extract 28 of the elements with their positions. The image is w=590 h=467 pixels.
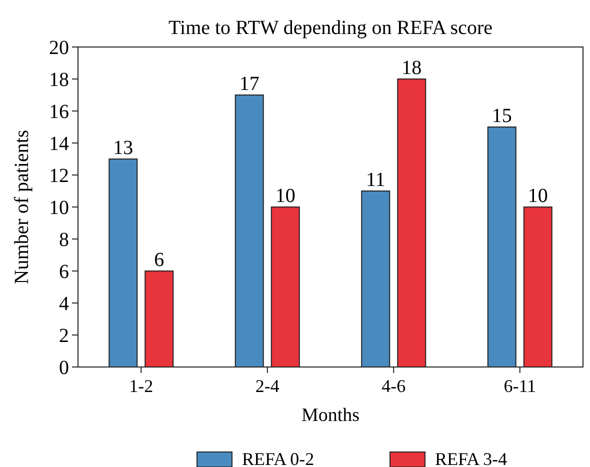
data-label: 11 [366,169,386,191]
y-tick-label: 4 [59,293,69,315]
y-axis-title: Number of patients [11,130,33,284]
data-label: 10 [528,185,548,207]
x-tick-label: 4-6 [382,376,406,396]
data-label: 18 [402,57,422,79]
y-tick-label: 20 [49,37,69,59]
data-label: 13 [113,137,134,159]
data-label: 10 [275,185,296,207]
x-tick-label: 2-4 [255,376,280,396]
y-tick-label: 14 [49,133,69,155]
y-tick-label: 10 [49,197,69,219]
x-tick-label: 6-11 [504,376,536,396]
legend-label: REFA 3-4 [435,449,508,467]
x-tick-label: 1-2 [129,376,154,396]
y-tick-label: 18 [49,69,69,91]
y-tick-label: 12 [49,165,69,187]
legend-label: REFA 0-2 [242,449,314,467]
y-tick-label: 8 [59,229,69,251]
y-tick-label: 16 [49,101,69,123]
y-tick-label: 0 [59,357,69,379]
data-label: 15 [492,105,512,127]
x-axis-title: Months [301,405,360,426]
data-label: 6 [154,249,164,271]
chart-title: Time to RTW depending on REFA score [168,17,493,39]
data-label: 17 [239,73,260,95]
y-tick-label: 6 [59,261,69,283]
y-tick-label: 2 [59,325,69,347]
